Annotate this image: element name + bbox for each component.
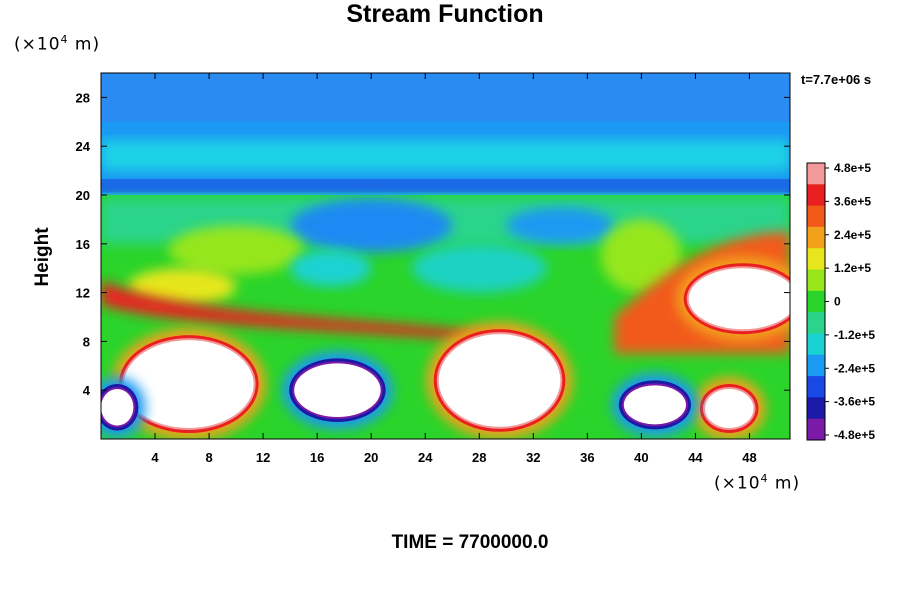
- y-tick-label: 24: [76, 139, 91, 154]
- colorbar-segment: [807, 269, 825, 292]
- x-tick-label: 24: [418, 450, 433, 465]
- colorbar-segment: [807, 184, 825, 207]
- dark-blue-band: [101, 179, 790, 193]
- cyan-band: [101, 140, 790, 171]
- colorbar-tick-label: -2.4e+5: [834, 361, 875, 375]
- field-patch: [600, 219, 682, 293]
- x-tick-label: 36: [580, 450, 594, 465]
- y-tick-label: 16: [76, 237, 90, 252]
- x-tick-label: 20: [364, 450, 378, 465]
- x-tick-label: 44: [688, 450, 703, 465]
- y-tick-label: 12: [76, 286, 90, 301]
- x-tick-label: 40: [634, 450, 648, 465]
- colorbar-segment: [807, 290, 825, 313]
- colorbar-segment: [807, 226, 825, 249]
- low-vortex-core: [101, 388, 134, 426]
- x-tick-label: 4: [151, 450, 159, 465]
- x-tick-label: 32: [526, 450, 540, 465]
- low-vortex-core: [294, 363, 381, 418]
- chart-title: Stream Function: [346, 0, 544, 28]
- colorbar-segment: [807, 205, 825, 228]
- x-tick-label: 28: [472, 450, 486, 465]
- colorbar-segment: [807, 312, 825, 334]
- colorbar-segment: [807, 333, 825, 356]
- colorbar-tick-label: -4.8e+5: [834, 428, 875, 442]
- high-vortex-core: [688, 268, 790, 330]
- x-axis-unit: (×104 m): [714, 472, 801, 494]
- colorbar-tick-label: 4.8e+5: [834, 161, 871, 175]
- colorbar-segment: [807, 248, 825, 271]
- high-vortex-core: [123, 340, 254, 429]
- contour-field: [101, 73, 790, 439]
- x-tick-label: 48: [742, 450, 756, 465]
- top-band: [101, 73, 790, 122]
- colorbar-segment: [807, 397, 825, 420]
- x-tick-label: 12: [256, 450, 270, 465]
- high-vortex-core: [438, 334, 561, 427]
- low-vortex-core: [623, 385, 686, 425]
- high-vortex-core: [704, 388, 754, 429]
- colorbar-segment: [807, 163, 825, 185]
- y-tick-label: 20: [76, 188, 90, 203]
- x-tick-label: 8: [205, 450, 212, 465]
- time-footer: TIME = 7700000.0: [391, 532, 549, 553]
- colorbar-segment: [807, 354, 825, 377]
- field-patch: [168, 225, 304, 275]
- x-tick-label: 16: [310, 450, 324, 465]
- colorbar-tick-label: 3.6e+5: [834, 194, 871, 208]
- time-annotation: t=7.7e+06 s: [801, 72, 872, 87]
- colorbar-tick-label: -1.2e+5: [834, 328, 875, 342]
- y-tick-label: 28: [76, 90, 90, 105]
- colorbar-segment: [807, 376, 825, 398]
- colorbar-tick-label: -3.6e+5: [834, 395, 875, 409]
- y-tick-label: 4: [83, 383, 91, 398]
- colorbar-tick-label: 2.4e+5: [834, 228, 871, 242]
- field-patch: [290, 249, 372, 287]
- colorbar-segment: [807, 418, 825, 441]
- plot-frame: [100, 72, 791, 440]
- shear-layer: [101, 280, 507, 344]
- y-tick-label: 8: [83, 334, 90, 349]
- y-axis-unit: (×104 m): [14, 33, 101, 55]
- field-patch: [506, 207, 615, 244]
- field-patch: [411, 243, 547, 293]
- colorbar-tick-label: 0: [834, 295, 841, 309]
- field-patch: [128, 268, 237, 305]
- field-patch: [290, 198, 453, 253]
- colorbar-tick-label: 1.2e+5: [834, 261, 871, 275]
